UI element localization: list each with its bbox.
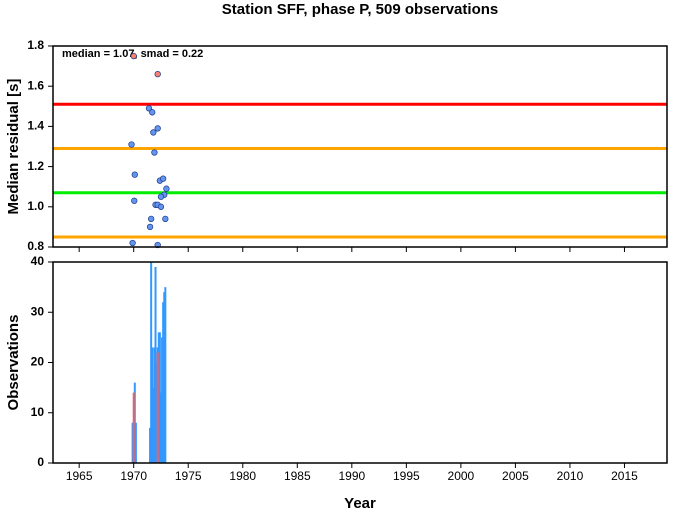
point (149, 109, 156, 116)
point (159, 175, 167, 182)
y-axis-title: Median residual [s] (5, 79, 22, 215)
bar (162, 302, 165, 463)
x-tick-label: 2000 (448, 469, 475, 483)
y-tick-label: 30 (31, 304, 45, 318)
point (131, 171, 138, 178)
bar (155, 362, 158, 463)
x-tick-label: 1970 (120, 469, 147, 483)
y-tick-label: 0.8 (27, 239, 44, 253)
bar (156, 352, 159, 463)
x-tick-label: 1995 (393, 469, 420, 483)
y-tick-label: 0 (37, 455, 44, 469)
bar (150, 262, 153, 463)
x-tick-label: 2015 (611, 469, 638, 483)
bar (151, 347, 154, 463)
plot-frame (52, 261, 668, 464)
x-tick-label: 1990 (338, 469, 365, 483)
chart-title: Station SFF, phase P, 509 observations (222, 1, 498, 18)
bar (132, 392, 135, 463)
bar (163, 292, 166, 463)
x-axis-title: Year (344, 495, 376, 511)
bar (153, 347, 156, 463)
point (154, 70, 161, 78)
bar (152, 387, 155, 463)
y-tick-label: 1.4 (27, 119, 44, 133)
bar (158, 332, 161, 463)
point (151, 149, 158, 156)
x-tick-label: 1985 (284, 469, 311, 483)
point (130, 52, 137, 60)
point (150, 129, 157, 136)
x-tick-label: 1980 (229, 469, 256, 483)
x-tick-label: 2005 (502, 469, 529, 483)
bar (157, 332, 160, 463)
bar (159, 392, 162, 463)
y-tick-label: 1.2 (27, 159, 44, 173)
point (157, 203, 165, 210)
y-tick-label: 1.8 (27, 38, 44, 52)
point (131, 197, 138, 204)
bar (164, 287, 167, 463)
bar (131, 422, 134, 463)
point (154, 125, 161, 132)
plot-frame (52, 45, 668, 248)
bar (133, 382, 136, 463)
x-tick-label: 1975 (175, 469, 202, 483)
y-tick-label: 10 (31, 405, 45, 419)
point (146, 223, 154, 231)
point (129, 239, 136, 247)
point (157, 193, 165, 200)
bar (134, 422, 137, 463)
x-tick-label: 1965 (66, 469, 93, 483)
x-tick-label: 2010 (557, 469, 584, 483)
y-tick-label: 40 (31, 254, 45, 268)
point (128, 141, 135, 148)
bar (161, 337, 164, 463)
bar (154, 267, 157, 463)
bar (149, 427, 152, 463)
point (148, 215, 155, 223)
y-axis-title: Observations (5, 315, 22, 411)
y-tick-label: 1.6 (27, 78, 44, 92)
point (162, 215, 169, 223)
y-tick-label: 1.0 (27, 199, 44, 213)
point (163, 185, 170, 192)
y-tick-label: 20 (31, 355, 45, 369)
point (145, 105, 153, 112)
